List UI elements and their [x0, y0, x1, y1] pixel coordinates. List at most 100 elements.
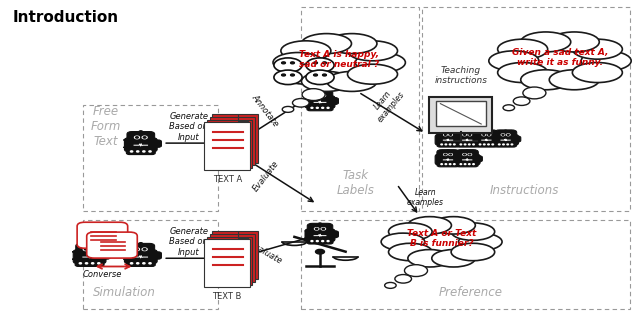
FancyBboxPatch shape	[456, 150, 478, 159]
Ellipse shape	[281, 64, 331, 84]
Circle shape	[504, 130, 507, 131]
Circle shape	[447, 130, 449, 131]
Circle shape	[508, 134, 509, 135]
FancyBboxPatch shape	[472, 136, 483, 142]
Circle shape	[79, 263, 81, 264]
Circle shape	[143, 249, 146, 250]
Circle shape	[483, 144, 485, 145]
Circle shape	[463, 154, 465, 155]
FancyBboxPatch shape	[73, 249, 106, 264]
Circle shape	[323, 62, 326, 64]
Circle shape	[466, 130, 468, 131]
Text: Evaluate: Evaluate	[251, 159, 280, 193]
Circle shape	[291, 74, 294, 76]
FancyBboxPatch shape	[491, 136, 502, 142]
Circle shape	[311, 107, 313, 108]
FancyBboxPatch shape	[305, 229, 335, 242]
Text: Evaluate: Evaluate	[248, 240, 284, 266]
FancyBboxPatch shape	[476, 142, 497, 147]
Circle shape	[322, 228, 324, 229]
FancyBboxPatch shape	[456, 130, 478, 139]
Text: Introduction: Introduction	[13, 10, 119, 25]
FancyBboxPatch shape	[98, 252, 110, 259]
Text: Learn
examples: Learn examples	[368, 83, 406, 124]
Circle shape	[468, 134, 472, 136]
Circle shape	[473, 144, 474, 145]
Circle shape	[319, 90, 321, 91]
FancyBboxPatch shape	[205, 239, 250, 287]
Text: Simulation: Simulation	[93, 286, 156, 299]
FancyBboxPatch shape	[212, 114, 258, 163]
Ellipse shape	[327, 71, 377, 91]
Circle shape	[131, 263, 132, 264]
Circle shape	[468, 154, 472, 155]
FancyBboxPatch shape	[307, 90, 333, 101]
FancyBboxPatch shape	[72, 252, 78, 259]
Circle shape	[143, 151, 145, 152]
Circle shape	[319, 223, 321, 224]
FancyBboxPatch shape	[495, 130, 516, 139]
Circle shape	[323, 74, 326, 76]
FancyBboxPatch shape	[476, 130, 497, 139]
Circle shape	[314, 94, 319, 97]
Text: Generate
Based on
Input: Generate Based on Input	[170, 112, 208, 141]
Circle shape	[450, 154, 452, 155]
Ellipse shape	[301, 34, 351, 54]
Ellipse shape	[301, 71, 351, 91]
Text: Given a sad text A,
write it as funny.: Given a sad text A, write it as funny.	[512, 48, 608, 67]
Circle shape	[316, 249, 324, 254]
Circle shape	[502, 144, 504, 145]
Circle shape	[84, 249, 87, 250]
FancyBboxPatch shape	[456, 162, 478, 167]
FancyBboxPatch shape	[207, 120, 253, 168]
FancyBboxPatch shape	[437, 130, 459, 139]
Circle shape	[507, 144, 509, 145]
Ellipse shape	[390, 218, 493, 265]
Circle shape	[483, 134, 484, 135]
Circle shape	[282, 107, 294, 113]
Circle shape	[327, 240, 329, 241]
Bar	[83, 105, 218, 211]
Circle shape	[449, 144, 451, 145]
Circle shape	[511, 144, 513, 145]
FancyBboxPatch shape	[127, 132, 155, 143]
Circle shape	[482, 134, 486, 136]
Circle shape	[322, 107, 324, 108]
FancyBboxPatch shape	[76, 243, 104, 255]
Circle shape	[131, 151, 132, 152]
Circle shape	[322, 95, 324, 96]
Circle shape	[463, 134, 467, 136]
FancyBboxPatch shape	[210, 117, 255, 165]
Circle shape	[488, 134, 490, 135]
Ellipse shape	[273, 53, 323, 72]
FancyBboxPatch shape	[75, 260, 104, 266]
Circle shape	[282, 62, 285, 64]
FancyBboxPatch shape	[124, 138, 157, 152]
Circle shape	[322, 240, 324, 241]
Bar	[301, 7, 419, 211]
Circle shape	[463, 154, 467, 155]
Text: Text A is happy,
sad or neutral ?: Text A is happy, sad or neutral ?	[299, 50, 380, 69]
Circle shape	[444, 134, 447, 136]
Circle shape	[449, 134, 452, 136]
Circle shape	[321, 228, 326, 230]
FancyBboxPatch shape	[307, 223, 333, 234]
Circle shape	[450, 134, 452, 135]
Circle shape	[139, 131, 143, 133]
Ellipse shape	[549, 70, 599, 90]
Circle shape	[98, 263, 100, 264]
Ellipse shape	[408, 250, 451, 267]
Ellipse shape	[572, 63, 622, 83]
Text: Annotate: Annotate	[250, 92, 281, 128]
Circle shape	[460, 144, 461, 145]
FancyBboxPatch shape	[307, 238, 333, 244]
FancyBboxPatch shape	[452, 156, 463, 162]
Circle shape	[513, 97, 530, 106]
Circle shape	[136, 137, 138, 138]
Circle shape	[449, 154, 452, 155]
Circle shape	[92, 249, 95, 250]
Circle shape	[311, 240, 313, 241]
FancyBboxPatch shape	[210, 234, 255, 282]
Circle shape	[464, 144, 466, 145]
Ellipse shape	[284, 36, 395, 89]
